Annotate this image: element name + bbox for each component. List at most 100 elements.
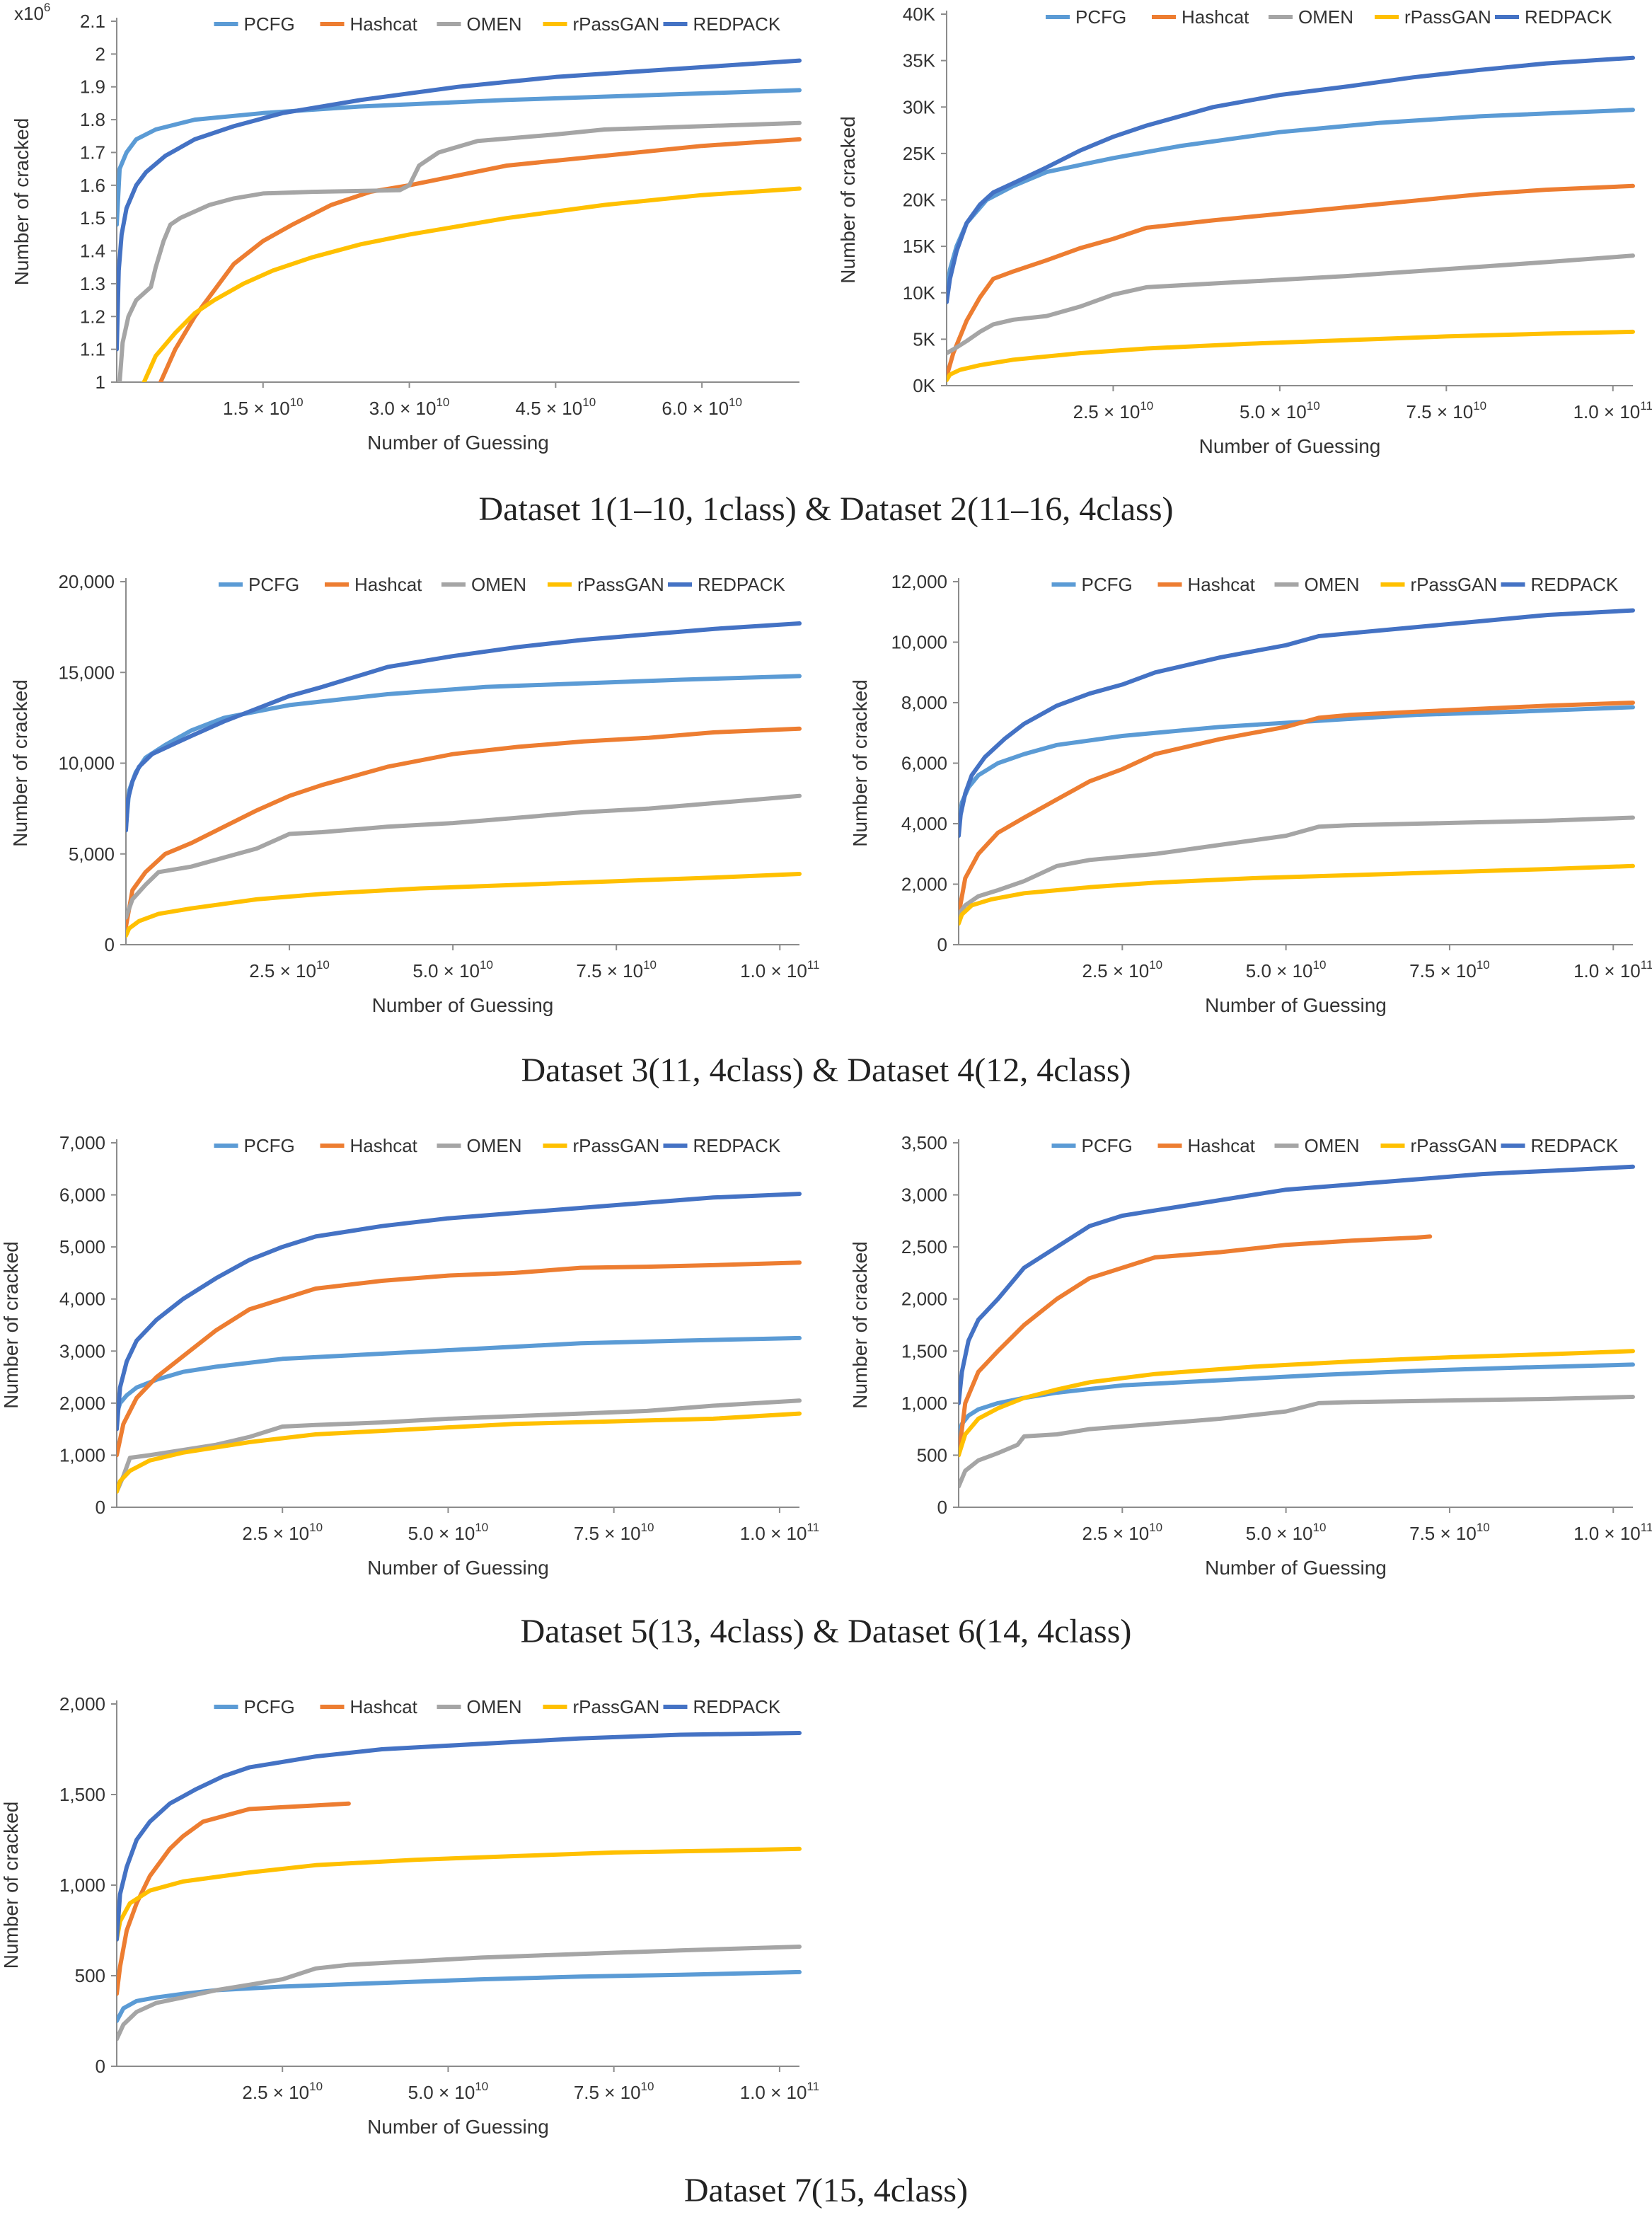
x-tick-label: 5.0 × 1010 xyxy=(1246,958,1327,981)
x-tick-exponent: 10 xyxy=(1477,1521,1490,1534)
y-tick-label: 1.2 xyxy=(80,306,105,327)
x-tick-mantissa: 7.5 × 10 xyxy=(574,2082,641,2103)
x-tick-exponent: 11 xyxy=(807,2080,819,2093)
x-axis-title: Number of Guessing xyxy=(1199,435,1381,457)
y-tick-label: 25K xyxy=(903,143,936,164)
y-tick-label: 1,500 xyxy=(59,1784,105,1805)
y-tick-label: 15K xyxy=(903,236,936,257)
y-tick-label: 1.8 xyxy=(80,109,105,130)
y-tick-label: 1.1 xyxy=(80,339,105,360)
x-tick-exponent: 10 xyxy=(480,958,493,972)
y-tick-label: 0K xyxy=(913,375,935,396)
series-line-hashcat xyxy=(126,726,802,929)
caption-row-3: Dataset 5(13, 4class) & Dataset 6(14, 4c… xyxy=(520,1613,1132,1650)
y-multiplier-exponent: 6 xyxy=(44,1,50,14)
legend-label-rpassgan: rPassGAN xyxy=(1404,6,1491,28)
x-tick-exponent: 10 xyxy=(436,396,449,409)
y-tick-label: 8,000 xyxy=(901,692,947,713)
y-tick-label: 2,500 xyxy=(901,1236,947,1257)
y-multiplier-label: x106 xyxy=(14,1,50,24)
x-tick-mantissa: 5.0 × 10 xyxy=(408,2082,475,2103)
x-tick-exponent: 10 xyxy=(729,396,742,409)
y-axis-title: Number of cracked xyxy=(0,1802,22,1969)
series-line-rpassgan xyxy=(117,1846,802,1942)
x-tick-exponent: 10 xyxy=(309,2080,323,2093)
x-tick-label: 2.5 × 1010 xyxy=(1073,399,1154,422)
y-tick-label: 0 xyxy=(96,2056,105,2077)
x-tick-label: 2.5 × 1010 xyxy=(242,2080,323,2103)
x-tick-label: 5.0 × 1010 xyxy=(412,958,493,981)
x-tick-mantissa: 7.5 × 10 xyxy=(1409,1523,1477,1544)
y-tick-label: 3,500 xyxy=(901,1132,947,1153)
y-tick-label: 1.7 xyxy=(80,142,105,163)
series-line-omen xyxy=(959,1395,1635,1489)
x-tick-exponent: 10 xyxy=(1313,958,1327,972)
y-tick-label: 2 xyxy=(96,43,105,64)
series-line-redpack xyxy=(947,55,1635,304)
y-tick-label: 1 xyxy=(96,372,105,393)
x-tick-mantissa: 5.0 × 10 xyxy=(1240,401,1307,422)
series-line-rpassgan xyxy=(947,329,1635,383)
y-tick-label: 2,000 xyxy=(901,1289,947,1310)
x-tick-label: 2.5 × 1010 xyxy=(1082,958,1162,981)
x-axis-title: Number of Guessing xyxy=(367,1557,549,1579)
x-tick-label: 7.5 × 1010 xyxy=(574,2080,654,2103)
x-tick-exponent: 10 xyxy=(290,396,304,409)
series-line-rpassgan xyxy=(959,863,1635,926)
legend-label-omen: OMEN xyxy=(467,1135,522,1156)
x-tick-label: 4.5 × 1010 xyxy=(516,396,596,419)
y-tick-label: 2,000 xyxy=(59,1393,105,1414)
y-axis-title: Number of cracked xyxy=(849,679,871,847)
y-tick-label: 0 xyxy=(105,934,115,955)
y-tick-label: 1,500 xyxy=(901,1340,947,1361)
x-tick-exponent: 11 xyxy=(807,958,820,972)
series-line-pcfg xyxy=(117,88,802,227)
x-tick-mantissa: 1.0 × 10 xyxy=(740,1523,807,1544)
x-tick-label: 2.5 × 1010 xyxy=(242,1521,323,1544)
x-tick-exponent: 10 xyxy=(309,1521,323,1534)
x-axis-title: Number of Guessing xyxy=(1205,1557,1387,1579)
x-tick-exponent: 11 xyxy=(1641,1521,1652,1534)
y-tick-label: 10,000 xyxy=(891,632,947,653)
x-tick-exponent: 10 xyxy=(475,1521,488,1534)
y-tick-label: 6,000 xyxy=(59,1185,105,1206)
legend-label-pcfg: PCFG xyxy=(248,574,299,595)
x-axis-title: Number of Guessing xyxy=(367,432,549,454)
series-line-rpassgan xyxy=(126,872,802,938)
series-line-omen xyxy=(959,815,1635,917)
x-tick-mantissa: 2.5 × 10 xyxy=(1073,401,1140,422)
legend-label-rpassgan: rPassGAN xyxy=(573,13,660,35)
legend-label-omen: OMEN xyxy=(467,13,522,35)
x-tick-exponent: 10 xyxy=(1140,399,1153,413)
series-line-omen xyxy=(117,1398,802,1494)
caption-row-1: Dataset 1(1–10, 1class) & Dataset 2(11–1… xyxy=(478,490,1174,528)
series-line-redpack xyxy=(126,621,802,833)
y-axis-title: Number of cracked xyxy=(837,116,859,284)
x-axis-title: Number of Guessing xyxy=(367,2116,549,2138)
legend-label-hashcat: Hashcat xyxy=(350,1696,418,1717)
x-tick-mantissa: 2.5 × 10 xyxy=(242,1523,309,1544)
series-line-redpack xyxy=(117,1731,802,1942)
x-tick-exponent: 10 xyxy=(1149,1521,1162,1534)
x-tick-exponent: 10 xyxy=(643,958,657,972)
y-tick-label: 15,000 xyxy=(58,662,115,683)
x-tick-label: 1.0 × 1011 xyxy=(740,958,819,981)
series-line-omen xyxy=(117,1945,802,2042)
x-tick-mantissa: 1.0 × 10 xyxy=(1573,1523,1641,1544)
x-axis-title: Number of Guessing xyxy=(372,994,554,1016)
x-tick-exponent: 10 xyxy=(1149,958,1162,972)
chart-d1: 1 1.1 1.2 1.3 1.4 1.5 1.6 1.7 1.8 1.9 2 2.1 x106 1.5 … xyxy=(11,1,802,454)
x-tick-mantissa: 1.5 × 10 xyxy=(223,398,290,419)
x-tick-label: 2.5 × 1010 xyxy=(1082,1521,1162,1544)
x-tick-exponent: 10 xyxy=(1307,399,1320,413)
y-tick-label: 12,000 xyxy=(891,571,947,592)
series-line-pcfg xyxy=(117,1969,802,2023)
x-tick-mantissa: 5.0 × 10 xyxy=(412,960,480,981)
x-tick-label: 1.5 × 1010 xyxy=(223,396,304,419)
legend-label-omen: OMEN xyxy=(1298,6,1353,28)
x-tick-exponent: 11 xyxy=(807,1521,819,1534)
x-tick-mantissa: 7.5 × 10 xyxy=(574,1523,641,1544)
legend-label-rpassgan: rPassGAN xyxy=(1411,1135,1498,1156)
legend-label-redpack: REDPACK xyxy=(1531,1135,1619,1156)
